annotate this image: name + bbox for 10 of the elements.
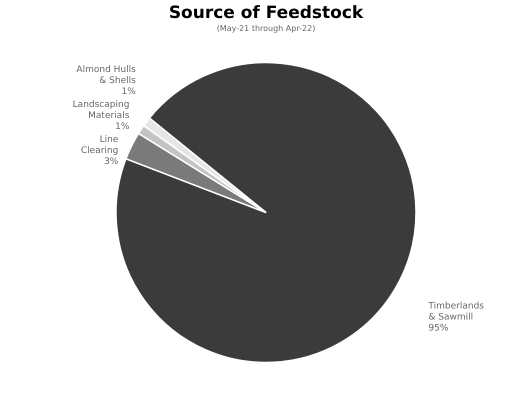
slice-label: Landscaping Materials bbox=[72, 100, 130, 122]
slice-label: Timberlands & Sawmill bbox=[427, 302, 484, 322]
data-label: 1% bbox=[122, 87, 136, 98]
chart-subtitle: (May-21 through Apr-22) bbox=[216, 24, 316, 33]
data-label: 1% bbox=[115, 122, 130, 132]
slice-label: Line Clearing bbox=[80, 135, 119, 156]
data-label: 3% bbox=[104, 157, 119, 168]
data-label: 95% bbox=[428, 324, 449, 334]
chart-title: Source of Feedstock bbox=[168, 3, 364, 23]
slice-label: Almond Hulls & Shells bbox=[76, 65, 136, 86]
